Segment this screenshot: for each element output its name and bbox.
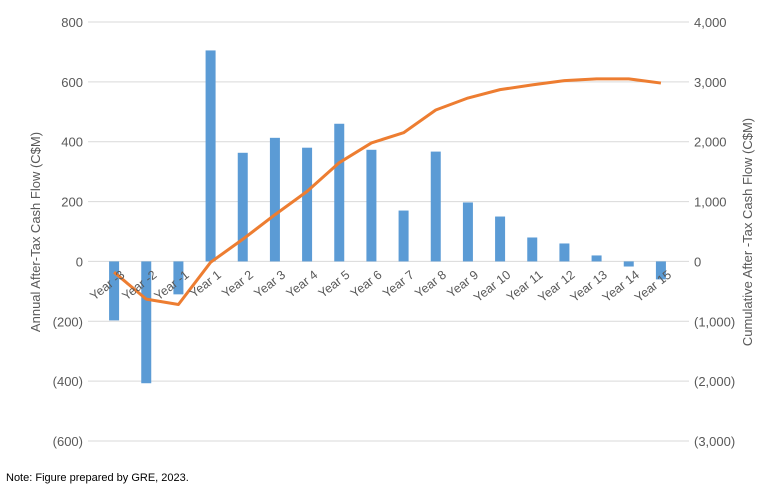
bar: [205, 50, 216, 262]
bar: [334, 123, 345, 262]
category-label: Year 7: [380, 268, 417, 301]
bar: [430, 151, 441, 262]
y2-axis-label: Cumulative After -Tax Cash Flow (C$M): [740, 118, 755, 346]
y-tick-label: (600): [53, 434, 83, 449]
y2-tick-label: 3,000: [694, 75, 727, 90]
bar: [462, 202, 473, 262]
category-label: Year -1: [152, 268, 192, 304]
bar: [559, 243, 570, 262]
y-tick-label: 200: [61, 195, 83, 210]
y2-tick-label: (2,000): [694, 374, 735, 389]
bar: [591, 255, 602, 262]
bar: [655, 261, 666, 280]
bar: [269, 137, 280, 262]
y2-tick-label: 1,000: [694, 195, 727, 210]
category-label: Year 4: [284, 268, 321, 301]
cumulative-line: [113, 77, 662, 307]
y2-tick-label: (3,000): [694, 434, 735, 449]
figure-note: Note: Figure prepared by GRE, 2023.: [6, 472, 189, 484]
bar: [237, 152, 248, 262]
y2-tick-label: 2,000: [694, 135, 727, 150]
y-tick-label: 800: [61, 15, 83, 30]
y2-tick-label: 4,000: [694, 15, 727, 30]
bar: [141, 261, 152, 384]
bar: [398, 210, 409, 262]
y-tick-label: 0: [76, 254, 83, 269]
category-label: Year -3: [87, 268, 127, 304]
category-label: Year 5: [316, 268, 353, 301]
bar: [366, 149, 377, 262]
category-label: Year 3: [251, 268, 288, 301]
bar: [527, 237, 538, 262]
y2-tick-label: (1,000): [694, 314, 735, 329]
category-label: Year 10: [471, 268, 513, 305]
category-label: Year 8: [412, 268, 449, 301]
category-label: Year -2: [119, 268, 159, 304]
y-tick-label: (200): [53, 314, 83, 329]
y-tick-label: 600: [61, 75, 83, 90]
y-tick-label: 400: [61, 135, 83, 150]
category-label: Year 1: [187, 268, 224, 301]
bar: [623, 261, 634, 267]
bar: [302, 147, 313, 262]
bar: [495, 216, 506, 262]
y-axis-label: Annual After-Tax Cash Flow (C$M): [28, 132, 43, 332]
category-label: Year 6: [348, 268, 385, 301]
bar: [109, 261, 120, 321]
y-tick-label: (400): [53, 374, 83, 389]
category-label: Year 15: [632, 268, 674, 305]
bar: [173, 261, 184, 295]
y2-tick-label: 0: [694, 254, 701, 269]
category-label: Year 2: [219, 268, 256, 301]
